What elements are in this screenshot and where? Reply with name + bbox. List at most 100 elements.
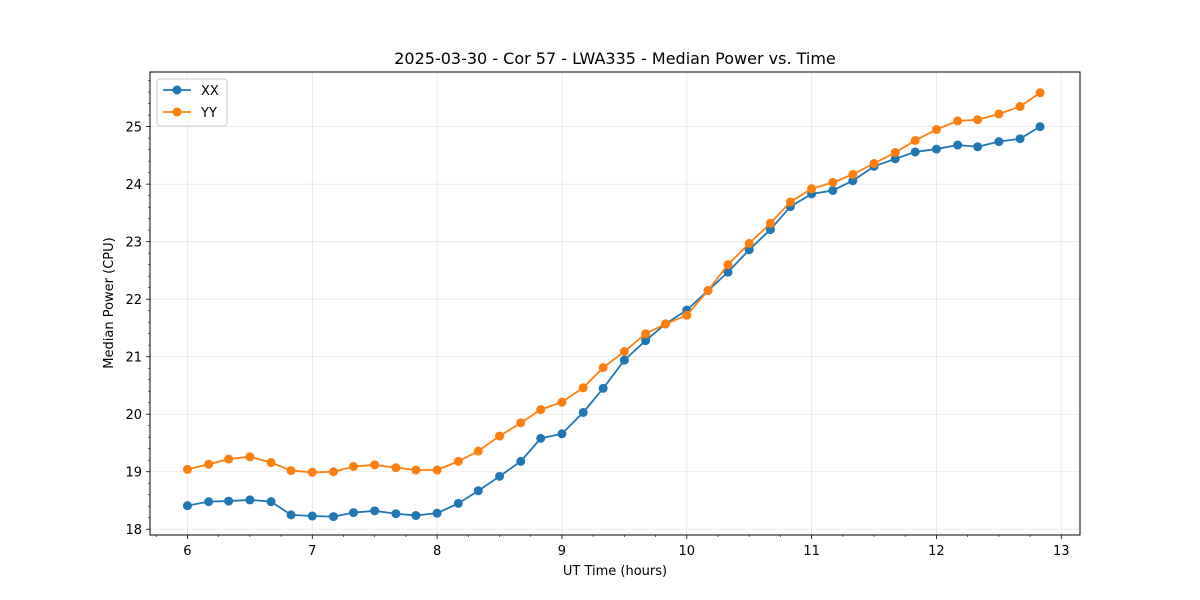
data-point-xx <box>744 245 754 255</box>
data-point-xx <box>1015 134 1025 144</box>
data-point-xx <box>994 137 1004 147</box>
data-point-xx <box>411 510 421 520</box>
legend-label-xx: XX <box>201 84 219 99</box>
data-point-yy <box>391 463 401 473</box>
data-point-yy <box>869 158 879 168</box>
data-point-xx <box>224 496 234 506</box>
data-point-yy <box>807 184 817 194</box>
grid <box>150 72 1080 535</box>
y-tick-label: 21 <box>125 351 142 366</box>
data-point-yy <box>578 383 588 393</box>
data-point-yy <box>307 467 317 477</box>
x-tick-label: 7 <box>308 544 316 559</box>
data-point-yy <box>598 363 608 373</box>
data-point-yy <box>411 465 421 475</box>
data-point-yy <box>744 238 754 248</box>
data-point-yy <box>182 464 192 474</box>
data-point-yy <box>619 347 629 357</box>
data-point-xx <box>828 185 838 195</box>
chart-title: 2025-03-30 - Cor 57 - LWA335 - Median Po… <box>394 49 836 68</box>
data-point-xx <box>473 486 483 496</box>
data-point-xx <box>723 267 733 277</box>
y-tick-label: 24 <box>125 178 142 193</box>
y-axis-label: Median Power (CPU) <box>102 237 117 368</box>
data-point-yy <box>453 456 463 466</box>
data-point-xx <box>910 147 920 157</box>
data-point-yy <box>536 405 546 415</box>
data-point-xx <box>578 407 588 417</box>
y-tick-label: 22 <box>125 293 142 308</box>
data-point-xx <box>557 429 567 439</box>
x-tick-label: 9 <box>558 544 566 559</box>
data-point-yy <box>432 465 442 475</box>
data-point-xx <box>329 512 339 522</box>
data-point-yy <box>266 458 276 468</box>
x-axis-label: UT Time (hours) <box>563 564 667 579</box>
data-point-xx <box>307 511 317 521</box>
data-point-yy <box>224 454 234 464</box>
data-point-xx <box>182 501 192 511</box>
y-tick-label: 25 <box>125 121 142 136</box>
data-point-yy <box>828 177 838 187</box>
data-point-yy <box>286 466 296 476</box>
data-point-xx <box>890 154 900 164</box>
data-point-xx <box>536 433 546 443</box>
data-point-xx <box>495 471 505 481</box>
x-tick-label: 11 <box>803 544 820 559</box>
data-point-yy <box>785 197 795 207</box>
data-point-xx <box>204 497 214 507</box>
data-point-yy <box>557 397 567 407</box>
legend-marker-xx <box>172 85 182 95</box>
series-line-xx <box>187 125 1041 518</box>
x-tick-label: 13 <box>1053 544 1070 559</box>
data-point-yy <box>348 462 358 472</box>
data-point-xx <box>619 355 629 365</box>
data-point-yy <box>910 135 920 145</box>
data-point-xx <box>266 497 276 507</box>
data-point-yy <box>1015 102 1025 112</box>
data-point-xx <box>516 456 526 466</box>
data-point-xx <box>245 495 255 505</box>
series-layer <box>182 88 1045 522</box>
data-point-yy <box>329 467 339 477</box>
y-tick-label: 18 <box>125 523 142 538</box>
data-point-xx <box>641 336 651 346</box>
data-point-yy <box>953 116 963 126</box>
legend-label-yy: YY <box>200 106 217 121</box>
data-point-yy <box>641 329 651 339</box>
data-point-xx <box>286 510 296 520</box>
y-tick-label: 23 <box>125 236 142 251</box>
x-tick-label: 10 <box>679 544 696 559</box>
data-point-xx <box>1035 122 1045 132</box>
data-point-yy <box>765 218 775 228</box>
data-point-yy <box>703 286 713 296</box>
data-point-xx <box>953 140 963 150</box>
data-point-yy <box>994 109 1004 119</box>
data-point-xx <box>432 508 442 518</box>
data-point-yy <box>848 169 858 179</box>
data-point-yy <box>723 260 733 270</box>
data-point-yy <box>473 446 483 456</box>
data-point-yy <box>682 310 692 320</box>
data-point-yy <box>931 125 941 135</box>
data-point-yy <box>661 319 671 329</box>
data-point-yy <box>973 115 983 125</box>
axis-ticks: 6 7 8 9 10 11 12 13 18 19 20 21 22 23 24 25 <box>125 80 1070 559</box>
data-point-xx <box>973 142 983 152</box>
y-tick-label: 20 <box>125 408 142 423</box>
data-point-xx <box>348 508 358 518</box>
data-point-xx <box>391 509 401 519</box>
plot-frame <box>149 71 1081 536</box>
data-point-yy <box>370 460 380 470</box>
legend-marker-yy <box>172 107 182 117</box>
data-point-yy <box>204 459 214 469</box>
data-point-yy <box>1035 88 1045 98</box>
data-point-xx <box>931 144 941 154</box>
x-tick-label: 12 <box>928 544 945 559</box>
data-point-xx <box>453 498 463 508</box>
data-point-yy <box>495 431 505 441</box>
data-point-yy <box>245 452 255 462</box>
legend: XX YY <box>156 78 228 127</box>
data-point-xx <box>598 383 608 393</box>
